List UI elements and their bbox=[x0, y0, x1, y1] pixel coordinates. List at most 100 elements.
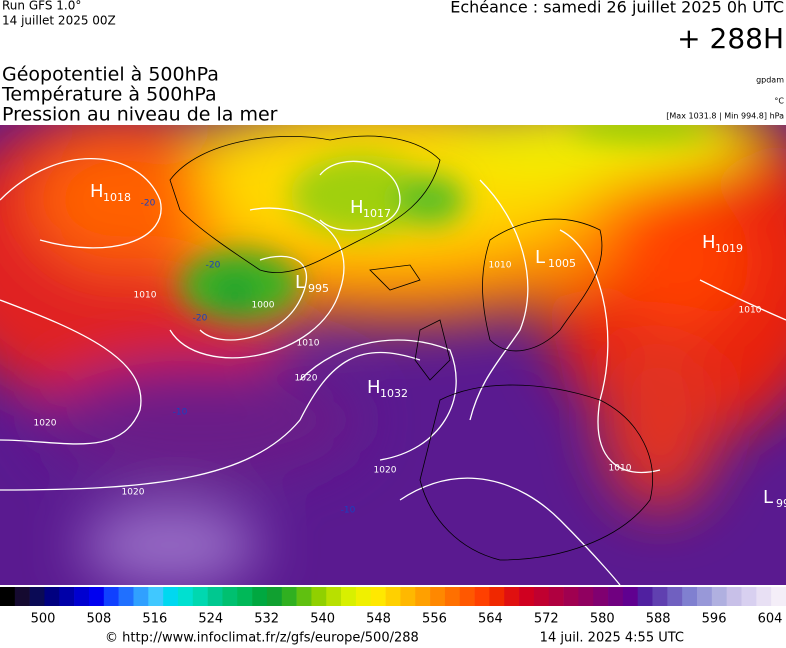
colorbar-cell bbox=[548, 587, 564, 606]
colorbar-cell bbox=[59, 587, 75, 606]
contour-label: -10 bbox=[173, 408, 188, 418]
colorbar-cell bbox=[44, 587, 60, 606]
colorbar-cell bbox=[385, 587, 401, 606]
colorbar-cell bbox=[14, 587, 30, 606]
colorbar-tick-label: 572 bbox=[534, 612, 559, 627]
center-value: 99 bbox=[776, 497, 786, 510]
contour-label: -20 bbox=[193, 314, 208, 324]
colorbar-cell bbox=[652, 587, 668, 606]
colorbar-cell bbox=[222, 587, 238, 606]
center-value: 1032 bbox=[380, 387, 408, 400]
colorbar-cell bbox=[74, 587, 90, 606]
colorbar-cell bbox=[252, 587, 268, 606]
colorbar-cell bbox=[771, 587, 786, 606]
colorbar-cell bbox=[444, 587, 461, 606]
center-letter: H bbox=[367, 377, 381, 398]
center-value: 1019 bbox=[715, 242, 743, 255]
colorbar-cell bbox=[430, 587, 446, 606]
center-letter: L bbox=[763, 487, 773, 508]
colorbar-cell bbox=[88, 587, 105, 606]
center-value: 1017 bbox=[363, 207, 391, 220]
colorbar-cell bbox=[103, 587, 119, 606]
colorbar-tick-label: 516 bbox=[142, 612, 167, 627]
colorbar-tick-label: 548 bbox=[366, 612, 391, 627]
colorbar-cell bbox=[118, 587, 134, 606]
colorbar-cell bbox=[741, 587, 757, 606]
colorbar-cell bbox=[474, 587, 490, 606]
colorbar: 500 508 516 524 532 540 548 556 564 572 580 588 596 6… bbox=[0, 587, 786, 627]
run-date: 14 juillet 2025 00Z bbox=[2, 14, 116, 28]
isobars bbox=[0, 158, 786, 585]
colorbar-cell bbox=[415, 587, 431, 606]
colorbar-cell bbox=[563, 587, 579, 606]
colorbar-cell bbox=[355, 587, 372, 606]
colorbar-cell bbox=[711, 587, 727, 606]
colorbar-tick-label: 500 bbox=[31, 612, 56, 627]
colorbar-tick-label: 556 bbox=[422, 612, 447, 627]
contour-label: 1020 bbox=[122, 488, 145, 498]
colorbar-tick-label: 524 bbox=[198, 612, 223, 627]
title: Température à 500hPa bbox=[1, 84, 217, 106]
title: Géopotentiel à 500hPa bbox=[2, 64, 219, 86]
center-value: 1018 bbox=[103, 191, 131, 204]
contour-label: 1020 bbox=[34, 419, 57, 429]
colorbar-cell bbox=[667, 587, 683, 606]
colorbar-tick-label: 564 bbox=[478, 612, 503, 627]
colorbar-cell bbox=[148, 587, 164, 606]
colorbar-cell bbox=[0, 587, 16, 606]
contour-label: 1010 bbox=[739, 306, 762, 316]
colorbar-cell bbox=[697, 587, 713, 606]
center-value: 1005 bbox=[548, 257, 576, 270]
colorbar-cell bbox=[177, 587, 194, 606]
colorbar-cell bbox=[726, 587, 742, 606]
colorbar-tick-label: 596 bbox=[702, 612, 727, 627]
coastlines bbox=[169, 135, 653, 561]
colorbar-cell bbox=[519, 587, 535, 606]
colorbar-cell bbox=[622, 587, 638, 606]
unit: gpdam bbox=[756, 76, 784, 85]
map bbox=[0, 125, 786, 585]
unit: °C bbox=[774, 97, 784, 106]
colorbar-cell bbox=[459, 587, 475, 606]
colorbar-tick-label: 540 bbox=[310, 612, 335, 627]
echeance: Echéance : samedi 26 juillet 2025 0h UTC bbox=[450, 0, 784, 17]
timestamp: 14 juil. 2025 4:55 UTC bbox=[540, 631, 684, 646]
colorbar-cell bbox=[296, 587, 312, 606]
center-letter: H bbox=[90, 181, 104, 202]
colorbar-cell bbox=[281, 587, 297, 606]
center-letter: H bbox=[350, 197, 364, 218]
center-letter: H bbox=[702, 232, 716, 253]
colorbar-cell bbox=[533, 587, 550, 606]
colorbar-cell bbox=[133, 587, 149, 606]
colorbar-cell bbox=[29, 587, 45, 606]
colorbar-tick-label: 604 bbox=[758, 612, 783, 627]
colorbar-cell bbox=[266, 587, 283, 606]
title: Pression au niveau de la mer bbox=[2, 104, 278, 126]
contour-label: 1010 bbox=[134, 291, 157, 301]
contour-label: 1010 bbox=[489, 261, 512, 271]
colorbar-cell bbox=[400, 587, 416, 606]
colorbar-cell bbox=[207, 587, 223, 606]
center-letter: L bbox=[295, 272, 305, 293]
contour-label: 1020 bbox=[374, 466, 397, 476]
colorbar-cell bbox=[682, 587, 698, 606]
colorbar-tick-label: 532 bbox=[254, 612, 279, 627]
credit: © http://www.infoclimat.fr/z/gfs/europe/… bbox=[105, 631, 419, 646]
colorbar-cell bbox=[341, 587, 357, 606]
contour-label: 1010 bbox=[609, 464, 632, 474]
colorbar-cell bbox=[489, 587, 505, 606]
contour-label: 1000 bbox=[252, 301, 275, 311]
colorbar-tick-label: 508 bbox=[87, 612, 112, 627]
colorbar-cell bbox=[608, 587, 624, 606]
colorbar-tick-label: 580 bbox=[590, 612, 615, 627]
colorbar-cell bbox=[311, 587, 327, 606]
colorbar-cell bbox=[504, 587, 520, 606]
center-letter: L bbox=[535, 247, 545, 268]
colorbar-cell bbox=[370, 587, 386, 606]
colorbar-cell bbox=[192, 587, 208, 606]
colorbar-cell bbox=[163, 587, 179, 606]
contour-label: 1020 bbox=[295, 374, 318, 384]
contour-label: -20 bbox=[206, 261, 221, 271]
